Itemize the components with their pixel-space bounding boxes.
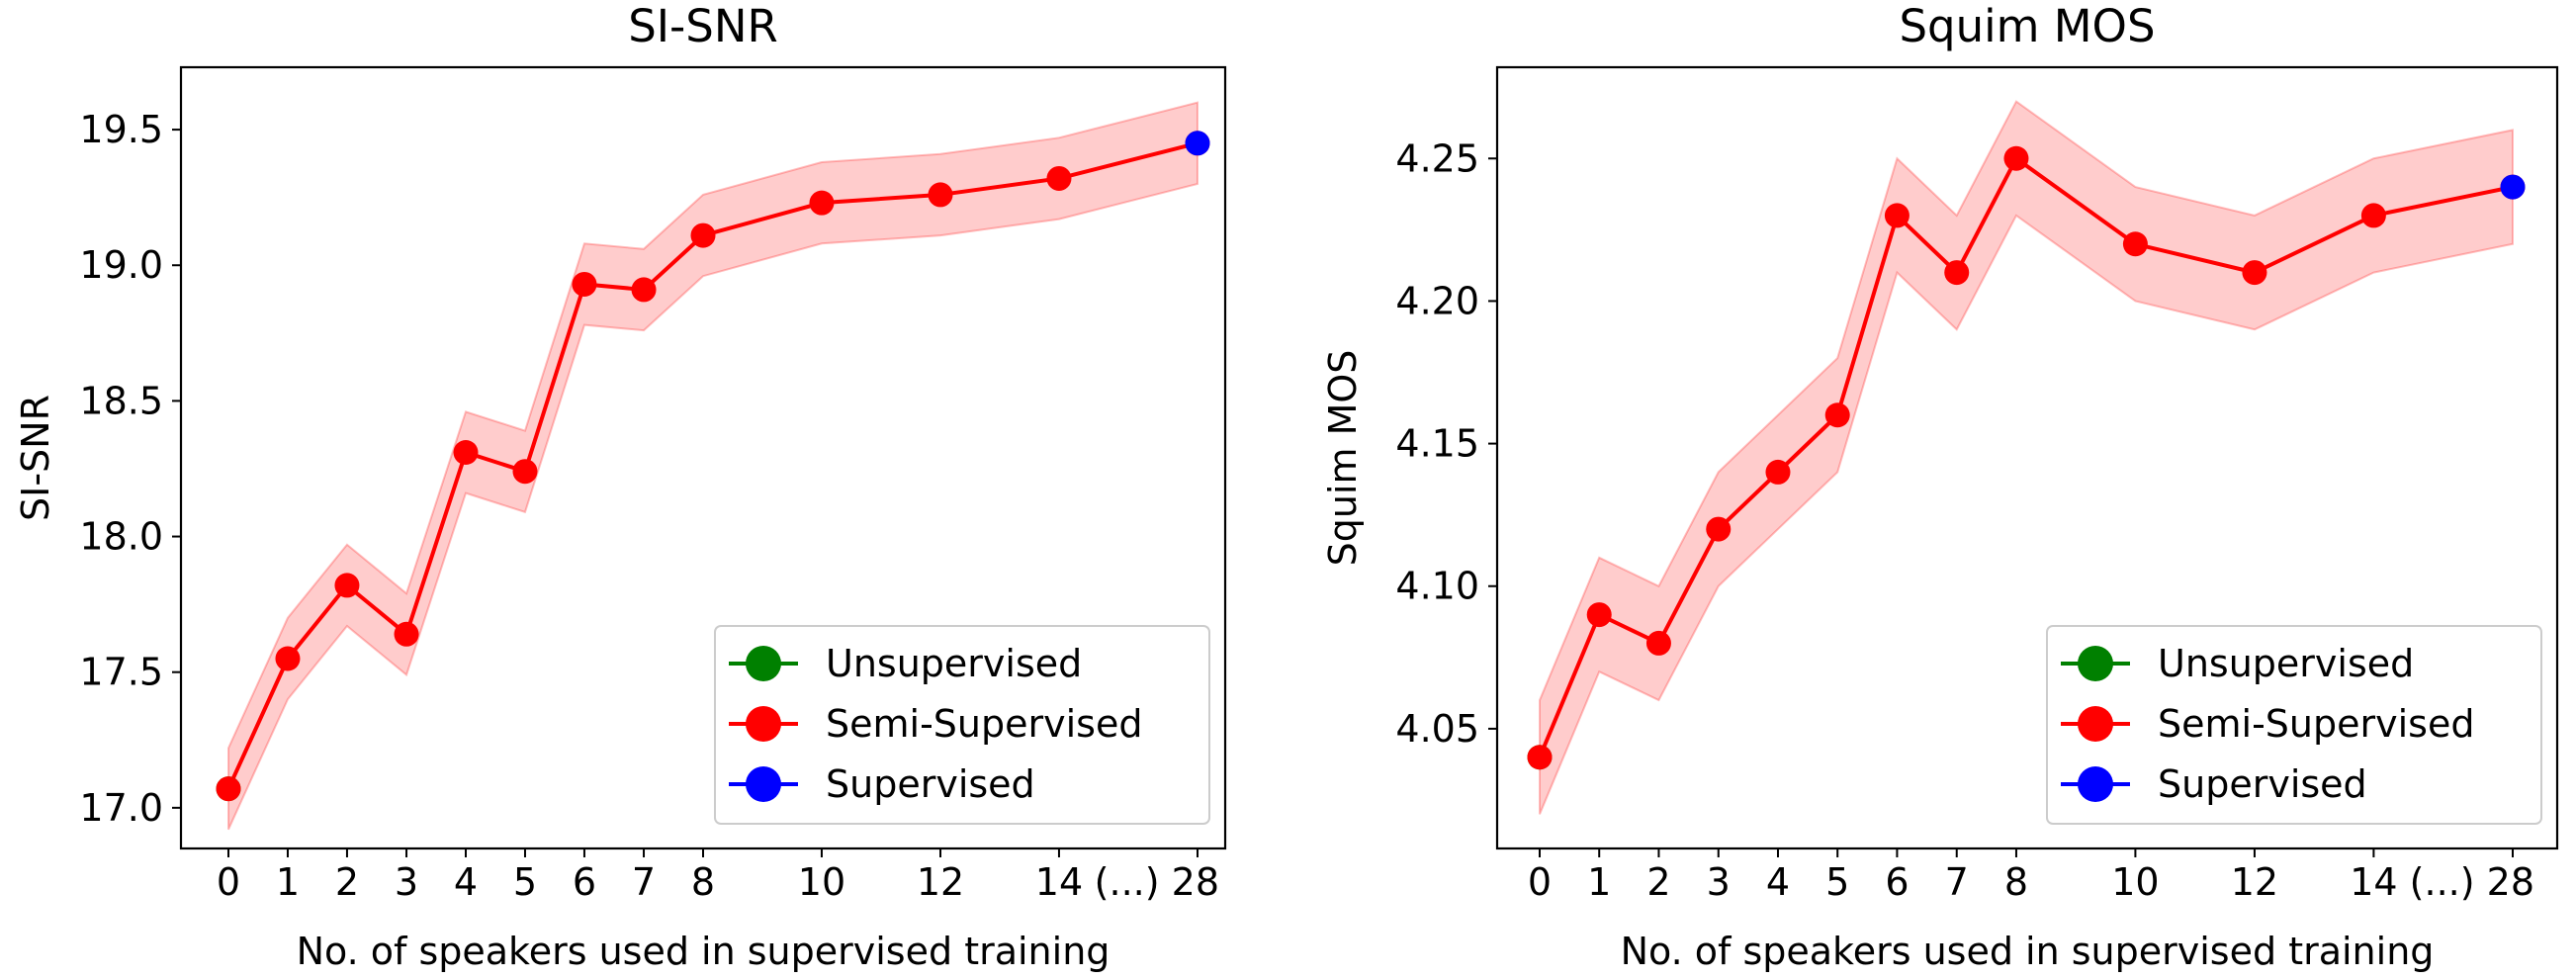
squim-mos-legend: Unsupervised Semi-Supervised Supervised bbox=[2046, 625, 2542, 825]
si-snr-semi-supervised-point bbox=[572, 271, 597, 297]
squim-mos-x-tick-label: 1 bbox=[1587, 860, 1611, 904]
squim-mos-semi-supervised-point bbox=[1706, 516, 1732, 542]
squim-mos-semi-supervised-point bbox=[1944, 260, 1970, 286]
si-snr-x-axis-label: No. of speakers used in supervised train… bbox=[297, 930, 1110, 973]
si-snr-legend-label-supervised: Supervised bbox=[826, 762, 1035, 806]
si-snr-x-tick-label: 4 bbox=[454, 860, 478, 904]
si-snr-semi-supervised-point bbox=[334, 573, 360, 598]
si-snr-legend-marker-semi-supervised bbox=[746, 706, 781, 742]
squim-mos-x-tick-label: 0 bbox=[1528, 860, 1552, 904]
si-snr-semi-supervised-point bbox=[631, 277, 657, 303]
si-snr-x-tick-label: 2 bbox=[335, 860, 359, 904]
si-snr-legend-marker-unsupervised bbox=[746, 646, 781, 681]
squim-mos-legend-marker-unsupervised bbox=[2078, 646, 2113, 681]
si-snr-x-tick-label: 0 bbox=[217, 860, 240, 904]
squim-mos-x-tick-label: 10 bbox=[2111, 860, 2159, 904]
squim-mos-semi-supervised-point bbox=[1884, 203, 1910, 228]
si-snr-semi-supervised-point bbox=[394, 621, 419, 647]
si-snr-legend-label-semi-supervised: Semi-Supervised bbox=[826, 702, 1142, 746]
si-snr-semi-supervised-point bbox=[690, 222, 716, 248]
squim-mos-legend-label-supervised: Supervised bbox=[2158, 762, 2367, 806]
squim-mos-y-tick-label: 4.05 bbox=[1395, 707, 1479, 751]
squim-mos-legend-label-semi-supervised: Semi-Supervised bbox=[2158, 702, 2474, 746]
squim-mos-x-tick-label: 4 bbox=[1766, 860, 1790, 904]
squim-mos-x-tick-label: (...) 28 bbox=[2410, 860, 2534, 904]
si-snr-y-axis-label: SI-SNR bbox=[14, 395, 57, 521]
squim-mos-y-axis-label: Squim MOS bbox=[1321, 350, 1365, 567]
si-snr-title: SI-SNR bbox=[628, 0, 778, 52]
si-snr-semi-supervised-point bbox=[512, 459, 538, 485]
squim-mos-semi-supervised-point bbox=[1765, 459, 1791, 485]
squim-mos-x-tick-label: 14 bbox=[2350, 860, 2397, 904]
si-snr-y-tick-label: 18.0 bbox=[79, 515, 163, 559]
si-snr-x-tick-label: 10 bbox=[798, 860, 845, 904]
si-snr-y-tick-label: 19.5 bbox=[79, 108, 163, 151]
squim-mos-x-tick-label: 8 bbox=[2004, 860, 2028, 904]
squim-mos-legend-label-unsupervised: Unsupervised bbox=[2158, 642, 2414, 685]
squim-mos-semi-supervised-point bbox=[1645, 630, 1671, 656]
squim-mos-x-tick-label: 3 bbox=[1707, 860, 1731, 904]
si-snr-x-tick-label: (...) 28 bbox=[1095, 860, 1219, 904]
si-snr-x-tick-label: 7 bbox=[632, 860, 656, 904]
squim-mos-x-tick-label: 6 bbox=[1885, 860, 1909, 904]
si-snr-y-tick-label: 18.5 bbox=[79, 379, 163, 422]
si-snr-semi-supervised-point bbox=[216, 776, 241, 802]
si-snr-x-tick-label: 3 bbox=[395, 860, 418, 904]
squim-mos-semi-supervised-point bbox=[1527, 745, 1553, 770]
si-snr-legend: Unsupervised Semi-Supervised Supervised bbox=[714, 625, 1210, 825]
si-snr-semi-supervised-point bbox=[928, 182, 953, 208]
si-snr-semi-supervised-point bbox=[275, 646, 301, 671]
si-snr-semi-supervised-point bbox=[453, 440, 479, 466]
squim-mos-x-tick-label: 12 bbox=[2231, 860, 2278, 904]
si-snr-legend-label-unsupervised: Unsupervised bbox=[826, 642, 1082, 685]
squim-mos-x-tick-label: 2 bbox=[1646, 860, 1670, 904]
squim-mos-x-tick-label: 5 bbox=[1825, 860, 1849, 904]
si-snr-x-tick-label: 1 bbox=[276, 860, 300, 904]
squim-mos-legend-marker-supervised bbox=[2078, 766, 2113, 802]
squim-mos-y-tick-label: 4.15 bbox=[1395, 422, 1479, 466]
squim-mos-semi-supervised-point bbox=[2003, 145, 2029, 171]
squim-mos-confidence-band bbox=[1539, 100, 2514, 815]
squim-mos-y-tick-label: 4.25 bbox=[1395, 136, 1479, 180]
squim-mos-semi-supervised-point bbox=[2122, 231, 2148, 257]
si-snr-y-tick-label: 17.0 bbox=[79, 786, 163, 830]
si-snr-legend-marker-supervised bbox=[746, 766, 781, 802]
squim-mos-legend-box bbox=[2046, 625, 2542, 825]
squim-mos-semi-supervised-point bbox=[1586, 602, 1612, 628]
si-snr-semi-supervised-point bbox=[809, 190, 835, 216]
si-snr-supervised-point bbox=[1185, 131, 1210, 156]
si-snr-x-tick-label: 14 bbox=[1035, 860, 1083, 904]
squim-mos-y-tick-label: 4.10 bbox=[1395, 565, 1479, 608]
squim-mos-y-tick-label: 4.20 bbox=[1395, 279, 1479, 322]
squim-mos-semi-supervised-point bbox=[1824, 402, 1850, 428]
si-snr-semi-supervised-point bbox=[1046, 165, 1072, 191]
si-snr-confidence-band bbox=[227, 101, 1199, 831]
si-snr-y-tick-label: 19.0 bbox=[79, 243, 163, 287]
squim-mos-legend-marker-semi-supervised bbox=[2078, 706, 2113, 742]
squim-mos-plot-area bbox=[1495, 65, 2559, 850]
squim-mos-x-tick-label: 7 bbox=[1945, 860, 1969, 904]
si-snr-x-tick-label: 6 bbox=[573, 860, 596, 904]
si-snr-y-tick-label: 17.5 bbox=[79, 651, 163, 694]
si-snr-x-tick-label: 12 bbox=[917, 860, 964, 904]
si-snr-legend-box bbox=[714, 625, 1210, 825]
si-snr-x-tick-label: 5 bbox=[513, 860, 537, 904]
squim-mos-semi-supervised-point bbox=[2242, 260, 2267, 286]
squim-mos-title: Squim MOS bbox=[1899, 0, 2155, 52]
squim-mos-semi-supervised-point bbox=[2360, 203, 2386, 228]
si-snr-x-tick-label: 8 bbox=[691, 860, 715, 904]
squim-mos-supervised-point bbox=[2500, 174, 2526, 200]
squim-mos-x-axis-label: No. of speakers used in supervised train… bbox=[1621, 930, 2435, 973]
